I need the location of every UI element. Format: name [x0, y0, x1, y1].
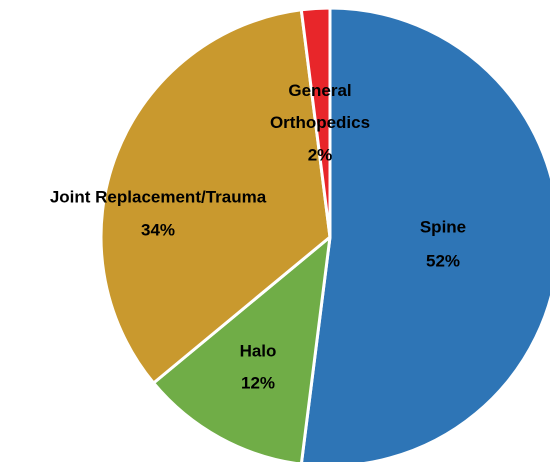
slice-label-line: Orthopedics [270, 113, 370, 132]
pie-slice [152, 235, 332, 462]
value-label: 2% [308, 145, 333, 164]
value-label: 34% [141, 220, 175, 239]
slice-label-line: General [288, 81, 351, 100]
slice-label: Joint Replacement/Trauma [50, 187, 267, 206]
pie-slice [299, 6, 332, 239]
slice-label: Halo [240, 341, 277, 360]
pie-slice [99, 8, 332, 385]
slice-label: General Orthopedics [270, 81, 370, 132]
value-label: 12% [241, 373, 275, 392]
slice-label: Spine [420, 217, 466, 236]
pie-slice [300, 6, 550, 462]
value-label: 52% [426, 251, 460, 270]
